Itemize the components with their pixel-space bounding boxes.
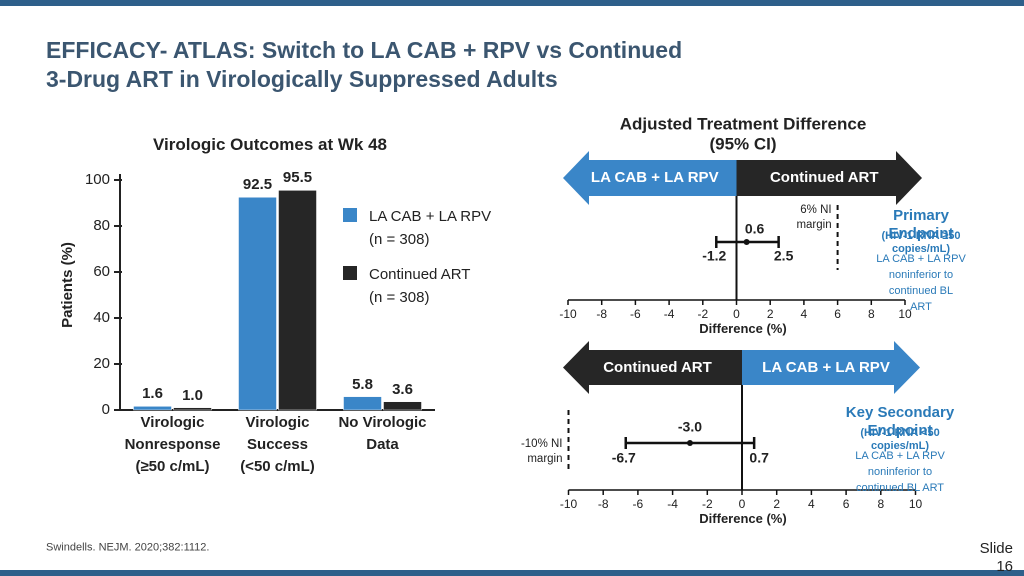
x-tick-label: 6 bbox=[834, 306, 841, 321]
arrow-left bbox=[563, 341, 742, 394]
bar bbox=[173, 407, 212, 411]
ci-label: -1.2 bbox=[702, 247, 727, 264]
arrow-label: LA CAB + LA RPV bbox=[762, 358, 890, 376]
legend-swatch bbox=[343, 266, 357, 280]
estimate bbox=[743, 239, 750, 245]
y-tick-label: 60 bbox=[93, 263, 110, 280]
ni-margin-label: 6% NI margin bbox=[796, 204, 832, 231]
x-tick-label: 4 bbox=[800, 306, 808, 321]
value-label: 3.6 bbox=[392, 380, 413, 398]
endpoint-conclusion: LA CAB + LA RPV noninferior to continued… bbox=[855, 450, 945, 494]
x-tick-label: -2 bbox=[701, 496, 713, 511]
x-tick-label: -8 bbox=[597, 496, 609, 511]
x-axis-label: Difference (%) bbox=[699, 511, 787, 527]
arrow-label: Continued ART bbox=[769, 169, 879, 186]
x-tick-label: -10 bbox=[559, 306, 577, 321]
x-tick-label: 2 bbox=[773, 496, 781, 511]
x-tick-label: No Virologic Data bbox=[338, 414, 427, 453]
x-axis-label: Difference (%) bbox=[699, 321, 787, 337]
bar bbox=[133, 406, 172, 411]
ci-label: 2.5 bbox=[773, 247, 794, 264]
x-tick-label: -4 bbox=[663, 306, 675, 321]
endpoint-criterion: (HIV-1 RNA ≥50 copies/mL) bbox=[881, 229, 961, 255]
x-tick-label: 8 bbox=[867, 306, 875, 321]
y-tick-label: 0 bbox=[101, 401, 110, 418]
bar bbox=[238, 197, 277, 411]
slide-title: EFFICACY- ATLAS: Switch to LA CAB + RPV … bbox=[46, 37, 683, 92]
x-tick-label: Virologic Success (<50 c/mL) bbox=[240, 414, 315, 475]
bar bbox=[383, 401, 422, 411]
x-tick-label: 2 bbox=[766, 306, 774, 321]
bottom-stripe bbox=[0, 570, 1024, 576]
y-axis-label: Patients (%) bbox=[59, 242, 76, 328]
endpoint-title: Key Secondary Endpoint bbox=[845, 404, 955, 439]
estimate-label: 0.6 bbox=[744, 220, 765, 237]
x-tick-label: -8 bbox=[596, 306, 608, 321]
legend-label: Continued ART (n = 308) bbox=[369, 266, 471, 306]
x-tick-label: 8 bbox=[877, 496, 885, 511]
arrow-right bbox=[742, 341, 920, 394]
x-tick-label: -4 bbox=[667, 496, 678, 511]
arrow-left bbox=[563, 151, 737, 205]
x-tick-label: 0 bbox=[733, 306, 740, 321]
x-tick-label: 4 bbox=[808, 496, 815, 511]
value-label: 1.0 bbox=[182, 386, 203, 404]
endpoint-criterion: (HIV-1 RNA <50 copies/mL) bbox=[860, 426, 940, 452]
chart-title: Adjusted Treatment Difference (95% CI) bbox=[619, 114, 867, 154]
y-tick-label: 20 bbox=[93, 355, 110, 372]
x-tick-label: 0 bbox=[738, 496, 746, 511]
x-tick-label: -6 bbox=[632, 496, 644, 511]
value-label: 1.6 bbox=[142, 385, 163, 403]
arrow-right bbox=[736, 151, 922, 205]
bar bbox=[278, 190, 317, 411]
endpoint-title: Primary Endpoint bbox=[888, 207, 954, 242]
arrow-label: LA CAB + LA RPV bbox=[590, 169, 719, 186]
y-tick-label: 80 bbox=[93, 217, 110, 234]
x-tick-label: 10 bbox=[908, 496, 923, 511]
value-label: 95.5 bbox=[282, 169, 313, 187]
x-tick-label: 10 bbox=[898, 306, 912, 321]
bar bbox=[343, 396, 382, 411]
slide-number: Slide 16 bbox=[979, 540, 1013, 575]
endpoint-conclusion: LA CAB + LA RPV noninferior to continued… bbox=[876, 253, 966, 313]
x-tick-label: Virologic Nonresponse (≥50 c/mL) bbox=[124, 414, 221, 475]
legend-label: LA CAB + LA RPV (n = 308) bbox=[369, 208, 492, 248]
ci-label: -6.7 bbox=[611, 449, 636, 466]
estimate-label: -3.0 bbox=[677, 418, 702, 435]
estimate bbox=[686, 440, 693, 446]
x-tick-label: -6 bbox=[630, 306, 641, 321]
ni-margin-label: -10% NI margin bbox=[520, 438, 563, 465]
value-label: 92.5 bbox=[242, 176, 273, 194]
legend-swatch bbox=[343, 208, 357, 222]
y-tick-label: 40 bbox=[93, 309, 110, 326]
x-tick-label: 6 bbox=[842, 496, 850, 511]
x-tick-label: -10 bbox=[559, 496, 578, 511]
chart-title: Virologic Outcomes at Wk 48 bbox=[153, 134, 387, 154]
footnote: Swindells. NEJM. 2020;382:1112. bbox=[46, 541, 210, 554]
arrow-label: Continued ART bbox=[603, 358, 712, 376]
top-stripe bbox=[0, 0, 1024, 6]
value-label: 5.8 bbox=[352, 375, 373, 393]
x-tick-label: -2 bbox=[697, 306, 709, 321]
y-tick-label: 100 bbox=[84, 171, 110, 188]
ci-label: 0.7 bbox=[749, 449, 769, 466]
